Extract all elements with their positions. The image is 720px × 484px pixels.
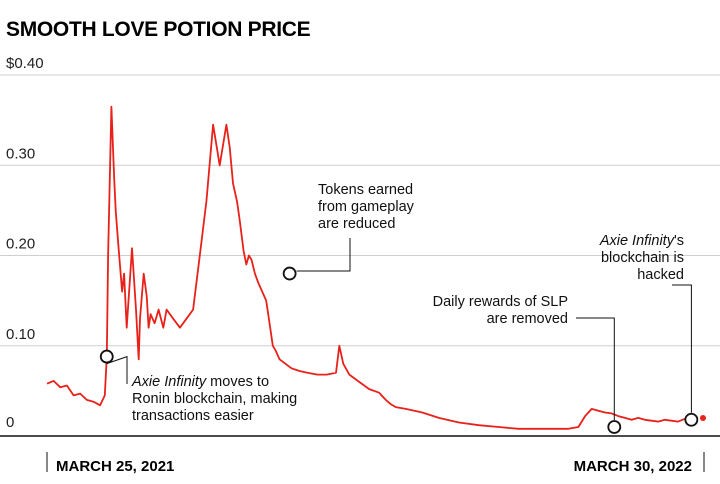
annotation-text: blockchain is (601, 250, 684, 266)
y-tick-label: 0 (6, 414, 14, 431)
annotation-text: Daily rewards of SLP (433, 294, 568, 310)
y-tick-label: 0.30 (6, 145, 35, 162)
annotation-text: are removed (487, 311, 568, 327)
y-tick-label: 0.20 (6, 236, 35, 253)
annotation-text: transactions easier (132, 408, 254, 424)
annotation-text: Tokens earned (318, 182, 413, 198)
annotation-leader-line (296, 238, 351, 272)
series-end-dot (700, 414, 706, 421)
chart-title: SMOOTH LOVE POTION PRICE (6, 18, 311, 41)
annotation-marker (282, 266, 297, 281)
annotation-text: Axie Infinity moves to (131, 374, 269, 390)
annotation-text: from gameplay (318, 199, 415, 215)
annotation-marker (607, 420, 622, 434)
annotation-text: are reduced (318, 216, 395, 232)
annotation-marker (684, 412, 699, 427)
annotation-marker (99, 349, 114, 364)
annotation-leader-line (576, 317, 615, 420)
x-axis-label: MARCH 25, 2021 (56, 458, 174, 475)
x-axis-label: MARCH 30, 2022 (574, 458, 692, 475)
annotation-text: Ronin blockchain, making (132, 391, 297, 407)
price-series-line (46, 105, 698, 430)
y-tick-label: 0.10 (6, 326, 35, 343)
y-tick-label: $0.40 (6, 55, 44, 72)
annotation-leader-line (672, 284, 692, 413)
annotation-leader-line (106, 355, 128, 384)
annotation-text: hacked (637, 267, 684, 283)
annotation-text: Axie Infinity's (599, 233, 684, 249)
